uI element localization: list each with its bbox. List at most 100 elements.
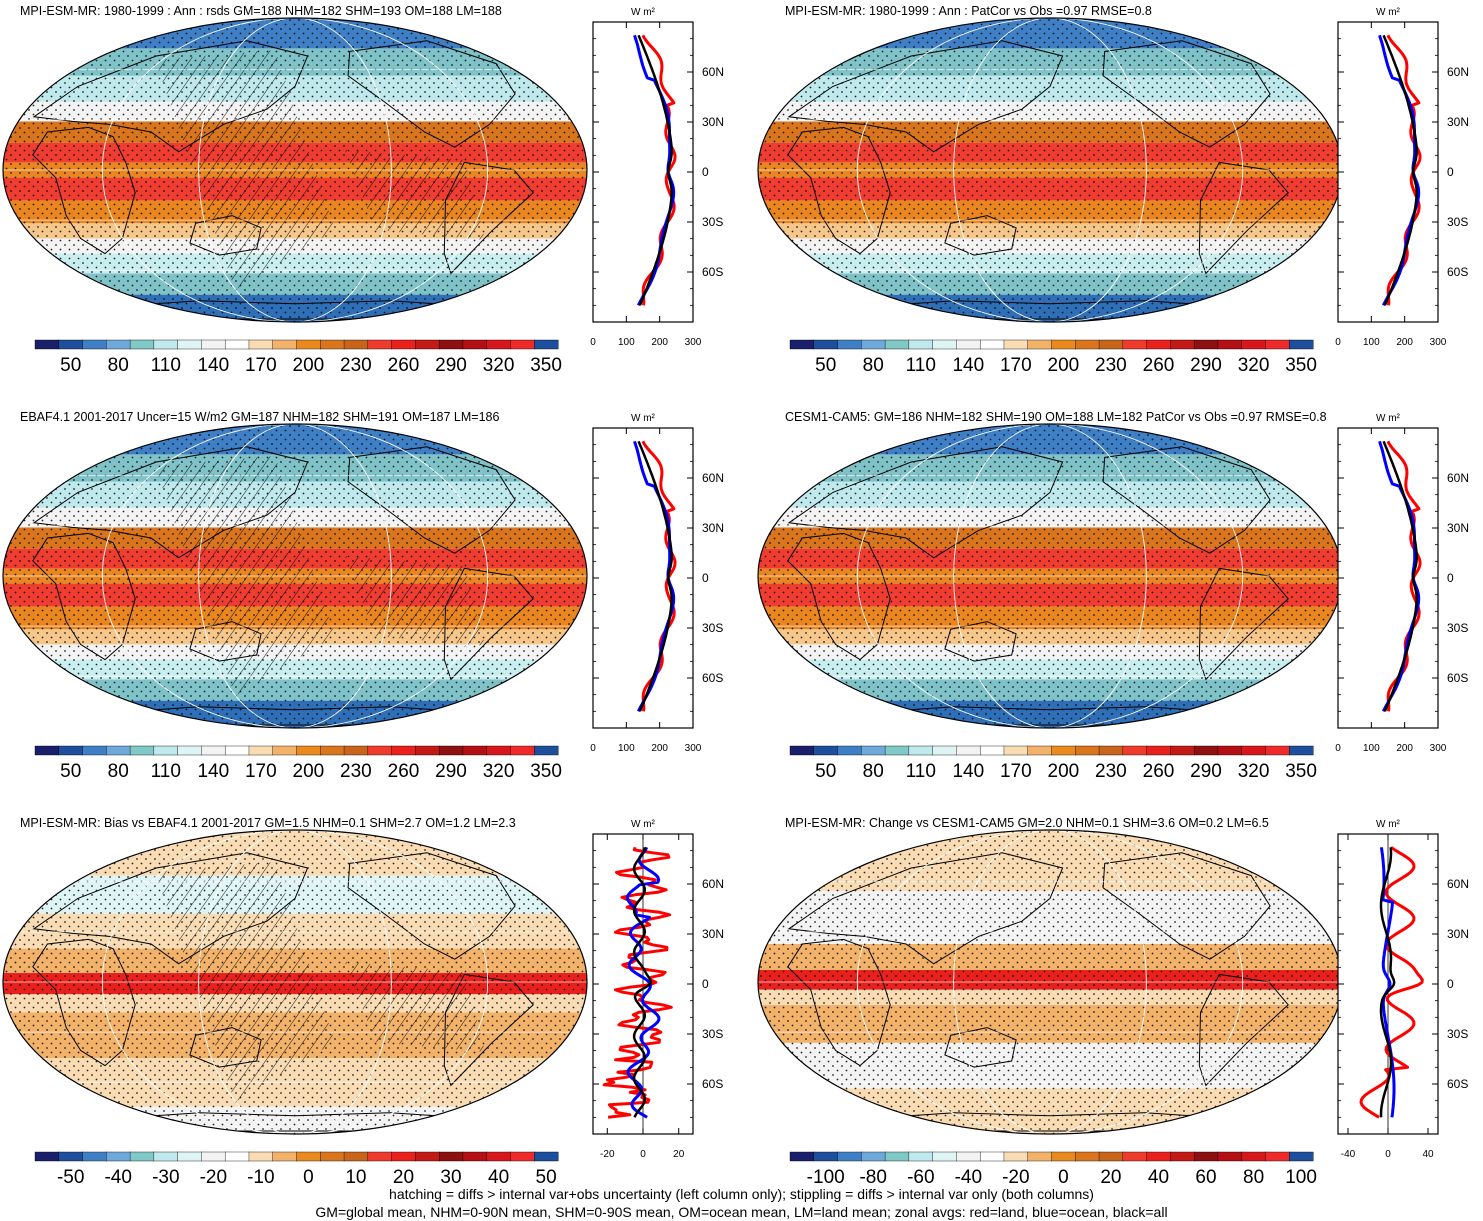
- profile-ytick-label: 0: [1447, 165, 1454, 179]
- profile-ytick-label: 30N: [702, 521, 724, 535]
- colorbar-swatch: [1241, 339, 1266, 350]
- colorbar-swatch: [1051, 339, 1076, 350]
- colorbar-tick-label: -20: [200, 1167, 227, 1188]
- map: [2, 423, 588, 729]
- colorbar-tick-label: 60: [1195, 1167, 1216, 1188]
- colorbar-tick-label: 110: [906, 761, 936, 782]
- colorbar-swatch: [979, 745, 1005, 756]
- colorbar-tick-label: -40: [955, 1167, 982, 1188]
- curve-all: [1382, 34, 1418, 306]
- colorbar-tick-label: 80: [1243, 1167, 1264, 1188]
- colorbar-tick-label: 20: [393, 1167, 414, 1188]
- colorbar-tick-label: 40: [488, 1167, 509, 1188]
- colorbar-tick-label: 350: [530, 761, 562, 782]
- profile-ytick-label: 30S: [702, 215, 723, 229]
- profile-ytick-label: 30N: [702, 927, 724, 941]
- colorbar-swatch: [320, 339, 345, 350]
- colorbar-swatch: [1217, 339, 1243, 350]
- colorbar-swatch: [248, 745, 274, 756]
- profile-xtick-label: 20: [673, 1149, 685, 1160]
- colorbar-tick-label: 50: [815, 761, 836, 782]
- colorbar-swatch: [486, 1151, 511, 1162]
- colorbar-tick-label: 260: [388, 761, 420, 782]
- colorbar-swatch: [391, 339, 416, 350]
- colorbar-swatch: [789, 339, 815, 350]
- colorbar-swatch: [415, 1151, 440, 1162]
- panel-graphics: 50 80 110 140 170 200 230 260 290 320 350 W m² 0 100 2…: [757, 7, 1469, 376]
- curve-all: [1382, 440, 1418, 712]
- profile-xtick-label: 100: [1363, 743, 1380, 754]
- colorbar-swatch: [789, 745, 815, 756]
- zonal-profile: W m² -40 0 40 60N 30N 0 30S 60S: [1337, 819, 1469, 1160]
- colorbar-swatch: [343, 339, 369, 350]
- colorbar-swatch: [106, 339, 131, 350]
- zonal-profile: W m² 0 100 200 300 60N 30N 0 30S 60S: [590, 413, 724, 754]
- colorbar-tick-label: -80: [859, 1167, 886, 1188]
- panel-title: MPI-ESM-MR: Bias vs EBAF4.1 2001-2017 GM…: [20, 816, 516, 830]
- colorbar-tick-label: 0: [303, 1167, 314, 1188]
- profile-ytick-label: 30S: [702, 1027, 723, 1041]
- colorbar: 50 80 110 140 170 200 230 260 290 320 350: [789, 745, 1317, 782]
- colorbar-swatch: [1075, 745, 1100, 756]
- profile-unit: W m²: [1376, 819, 1401, 830]
- curve-land: [1359, 846, 1424, 1119]
- colorbar-tick-label: 140: [197, 355, 229, 376]
- colorbar-swatch: [1217, 1151, 1243, 1162]
- colorbar-tick-label: 140: [197, 761, 229, 782]
- colorbar-swatch: [1075, 1151, 1100, 1162]
- colorbar-tick-label: 230: [340, 355, 372, 376]
- colorbar-swatch: [1122, 339, 1148, 350]
- profile-ytick-label: 60S: [702, 1077, 723, 1091]
- colorbar-swatch: [1193, 745, 1219, 756]
- colorbar-swatch: [884, 745, 910, 756]
- colorbar-swatch: [34, 339, 60, 350]
- curve-ocean: [625, 846, 661, 1119]
- colorbar-swatch: [1289, 1151, 1314, 1162]
- profile-xtick-label: 200: [651, 337, 668, 348]
- colorbar-swatch: [1241, 1151, 1266, 1162]
- map-outline: [2, 829, 588, 1135]
- zonal-profile: W m² 0 100 200 300 60N 30N 0 30S 60S: [590, 7, 724, 348]
- profile-xtick-label: 300: [1430, 743, 1447, 754]
- colorbar-swatch: [1146, 339, 1171, 350]
- colorbar-swatch: [34, 1151, 60, 1162]
- colorbar-tick-label: 110: [906, 355, 936, 376]
- curve-all: [632, 847, 653, 1118]
- colorbar-swatch: [129, 745, 155, 756]
- colorbar-swatch: [1122, 745, 1148, 756]
- profile-ytick-label: 30N: [1447, 521, 1469, 535]
- map: [2, 829, 588, 1135]
- colorbar-swatch: [908, 1151, 934, 1162]
- profile-ytick-label: 30S: [1447, 621, 1468, 635]
- colorbar-tick-label: 230: [1095, 761, 1127, 782]
- curve-all: [1379, 847, 1396, 1118]
- colorbar-tick-label: 40: [1148, 1167, 1169, 1188]
- map: [757, 423, 1343, 729]
- colorbar-swatch: [1146, 745, 1171, 756]
- profile-ytick-label: 60S: [1447, 1077, 1468, 1091]
- colorbar-swatch: [106, 1151, 131, 1162]
- colorbar-swatch: [861, 1151, 886, 1162]
- profile-ytick-label: 0: [702, 165, 709, 179]
- colorbar-swatch: [908, 339, 934, 350]
- map: [757, 17, 1343, 323]
- colorbar-swatch: [462, 1151, 488, 1162]
- panel-graphics: 50 80 110 140 170 200 230 260 290 320 350 W m² 0 100 2…: [2, 413, 724, 782]
- colorbar-swatch: [1289, 339, 1314, 350]
- zonal-profile: W m² -20 0 20 60N 30N 0 30S 60S: [592, 819, 724, 1160]
- panel-graphics: 50 80 110 140 170 200 230 260 290 320 350 W m² 0 100 2…: [757, 413, 1469, 782]
- colorbar-tick-label: -10: [247, 1167, 274, 1188]
- colorbar-swatch: [1003, 1151, 1029, 1162]
- colorbar-swatch: [153, 745, 179, 756]
- colorbar-tick-label: 110: [151, 355, 181, 376]
- colorbar-tick-label: 140: [952, 761, 984, 782]
- zonal-profile: W m² 0 100 200 300 60N 30N 0 30S 60S: [1335, 413, 1469, 754]
- colorbar-swatch: [415, 339, 440, 350]
- colorbar-swatch: [296, 1151, 321, 1162]
- colorbar-swatch: [1003, 745, 1029, 756]
- colorbar-swatch: [1241, 745, 1266, 756]
- profile-ytick-label: 60N: [1447, 471, 1469, 485]
- colorbar-swatch: [320, 1151, 345, 1162]
- panel-graphics: 50 80 110 140 170 200 230 260 290 320 350 W m² 0 100 2…: [2, 7, 724, 376]
- colorbar-swatch: [534, 745, 559, 756]
